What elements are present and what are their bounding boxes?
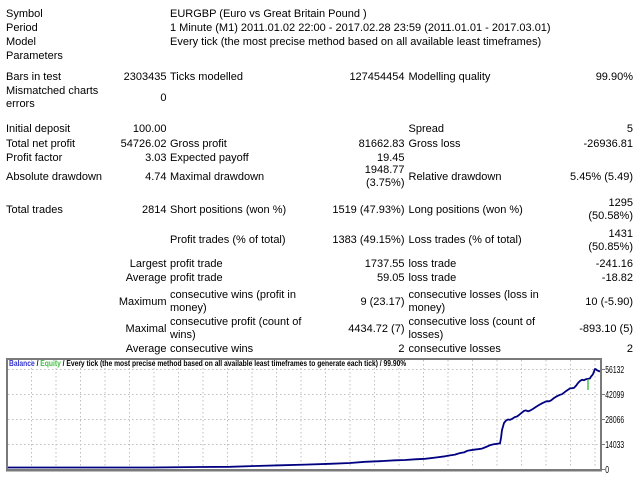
svg-text:14033: 14033 — [605, 440, 624, 451]
svg-text:0: 0 — [605, 465, 609, 476]
svg-text:56132: 56132 — [605, 365, 624, 376]
svg-text:28066: 28066 — [605, 415, 624, 426]
svg-text:42099: 42099 — [605, 390, 624, 401]
